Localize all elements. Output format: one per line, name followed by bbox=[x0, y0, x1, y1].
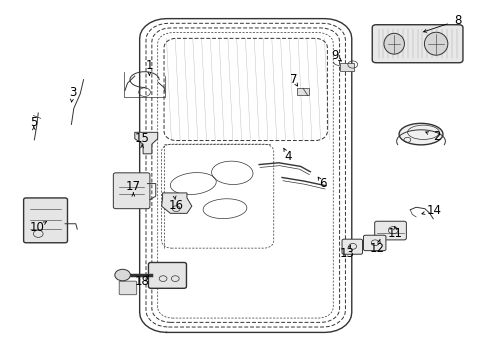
Bar bbox=[297, 88, 308, 95]
Polygon shape bbox=[135, 132, 158, 154]
Text: 4: 4 bbox=[284, 150, 291, 163]
Ellipse shape bbox=[383, 33, 404, 54]
Text: 15: 15 bbox=[134, 132, 149, 145]
Text: 1: 1 bbox=[145, 59, 153, 72]
Text: 5: 5 bbox=[30, 116, 38, 129]
Text: 11: 11 bbox=[387, 226, 402, 239]
Text: 14: 14 bbox=[426, 204, 440, 217]
Ellipse shape bbox=[398, 123, 442, 145]
Polygon shape bbox=[161, 193, 191, 213]
Ellipse shape bbox=[424, 32, 447, 55]
Text: 9: 9 bbox=[330, 49, 338, 62]
FancyBboxPatch shape bbox=[23, 198, 67, 243]
Circle shape bbox=[115, 269, 130, 281]
Text: 17: 17 bbox=[125, 180, 141, 193]
FancyBboxPatch shape bbox=[148, 262, 186, 288]
Bar bbox=[339, 63, 353, 71]
FancyBboxPatch shape bbox=[374, 221, 406, 240]
FancyBboxPatch shape bbox=[113, 173, 150, 209]
Text: 8: 8 bbox=[453, 14, 461, 27]
Text: 6: 6 bbox=[318, 177, 325, 190]
FancyBboxPatch shape bbox=[119, 281, 137, 295]
Text: 3: 3 bbox=[69, 86, 77, 99]
Text: 12: 12 bbox=[369, 242, 384, 255]
Text: 7: 7 bbox=[289, 73, 296, 86]
Text: 10: 10 bbox=[30, 221, 44, 234]
FancyBboxPatch shape bbox=[363, 235, 385, 251]
Text: 2: 2 bbox=[432, 130, 440, 144]
Text: 16: 16 bbox=[168, 199, 183, 212]
FancyBboxPatch shape bbox=[371, 25, 462, 63]
Text: 13: 13 bbox=[339, 247, 354, 260]
FancyBboxPatch shape bbox=[341, 239, 362, 254]
Text: 18: 18 bbox=[134, 275, 149, 288]
